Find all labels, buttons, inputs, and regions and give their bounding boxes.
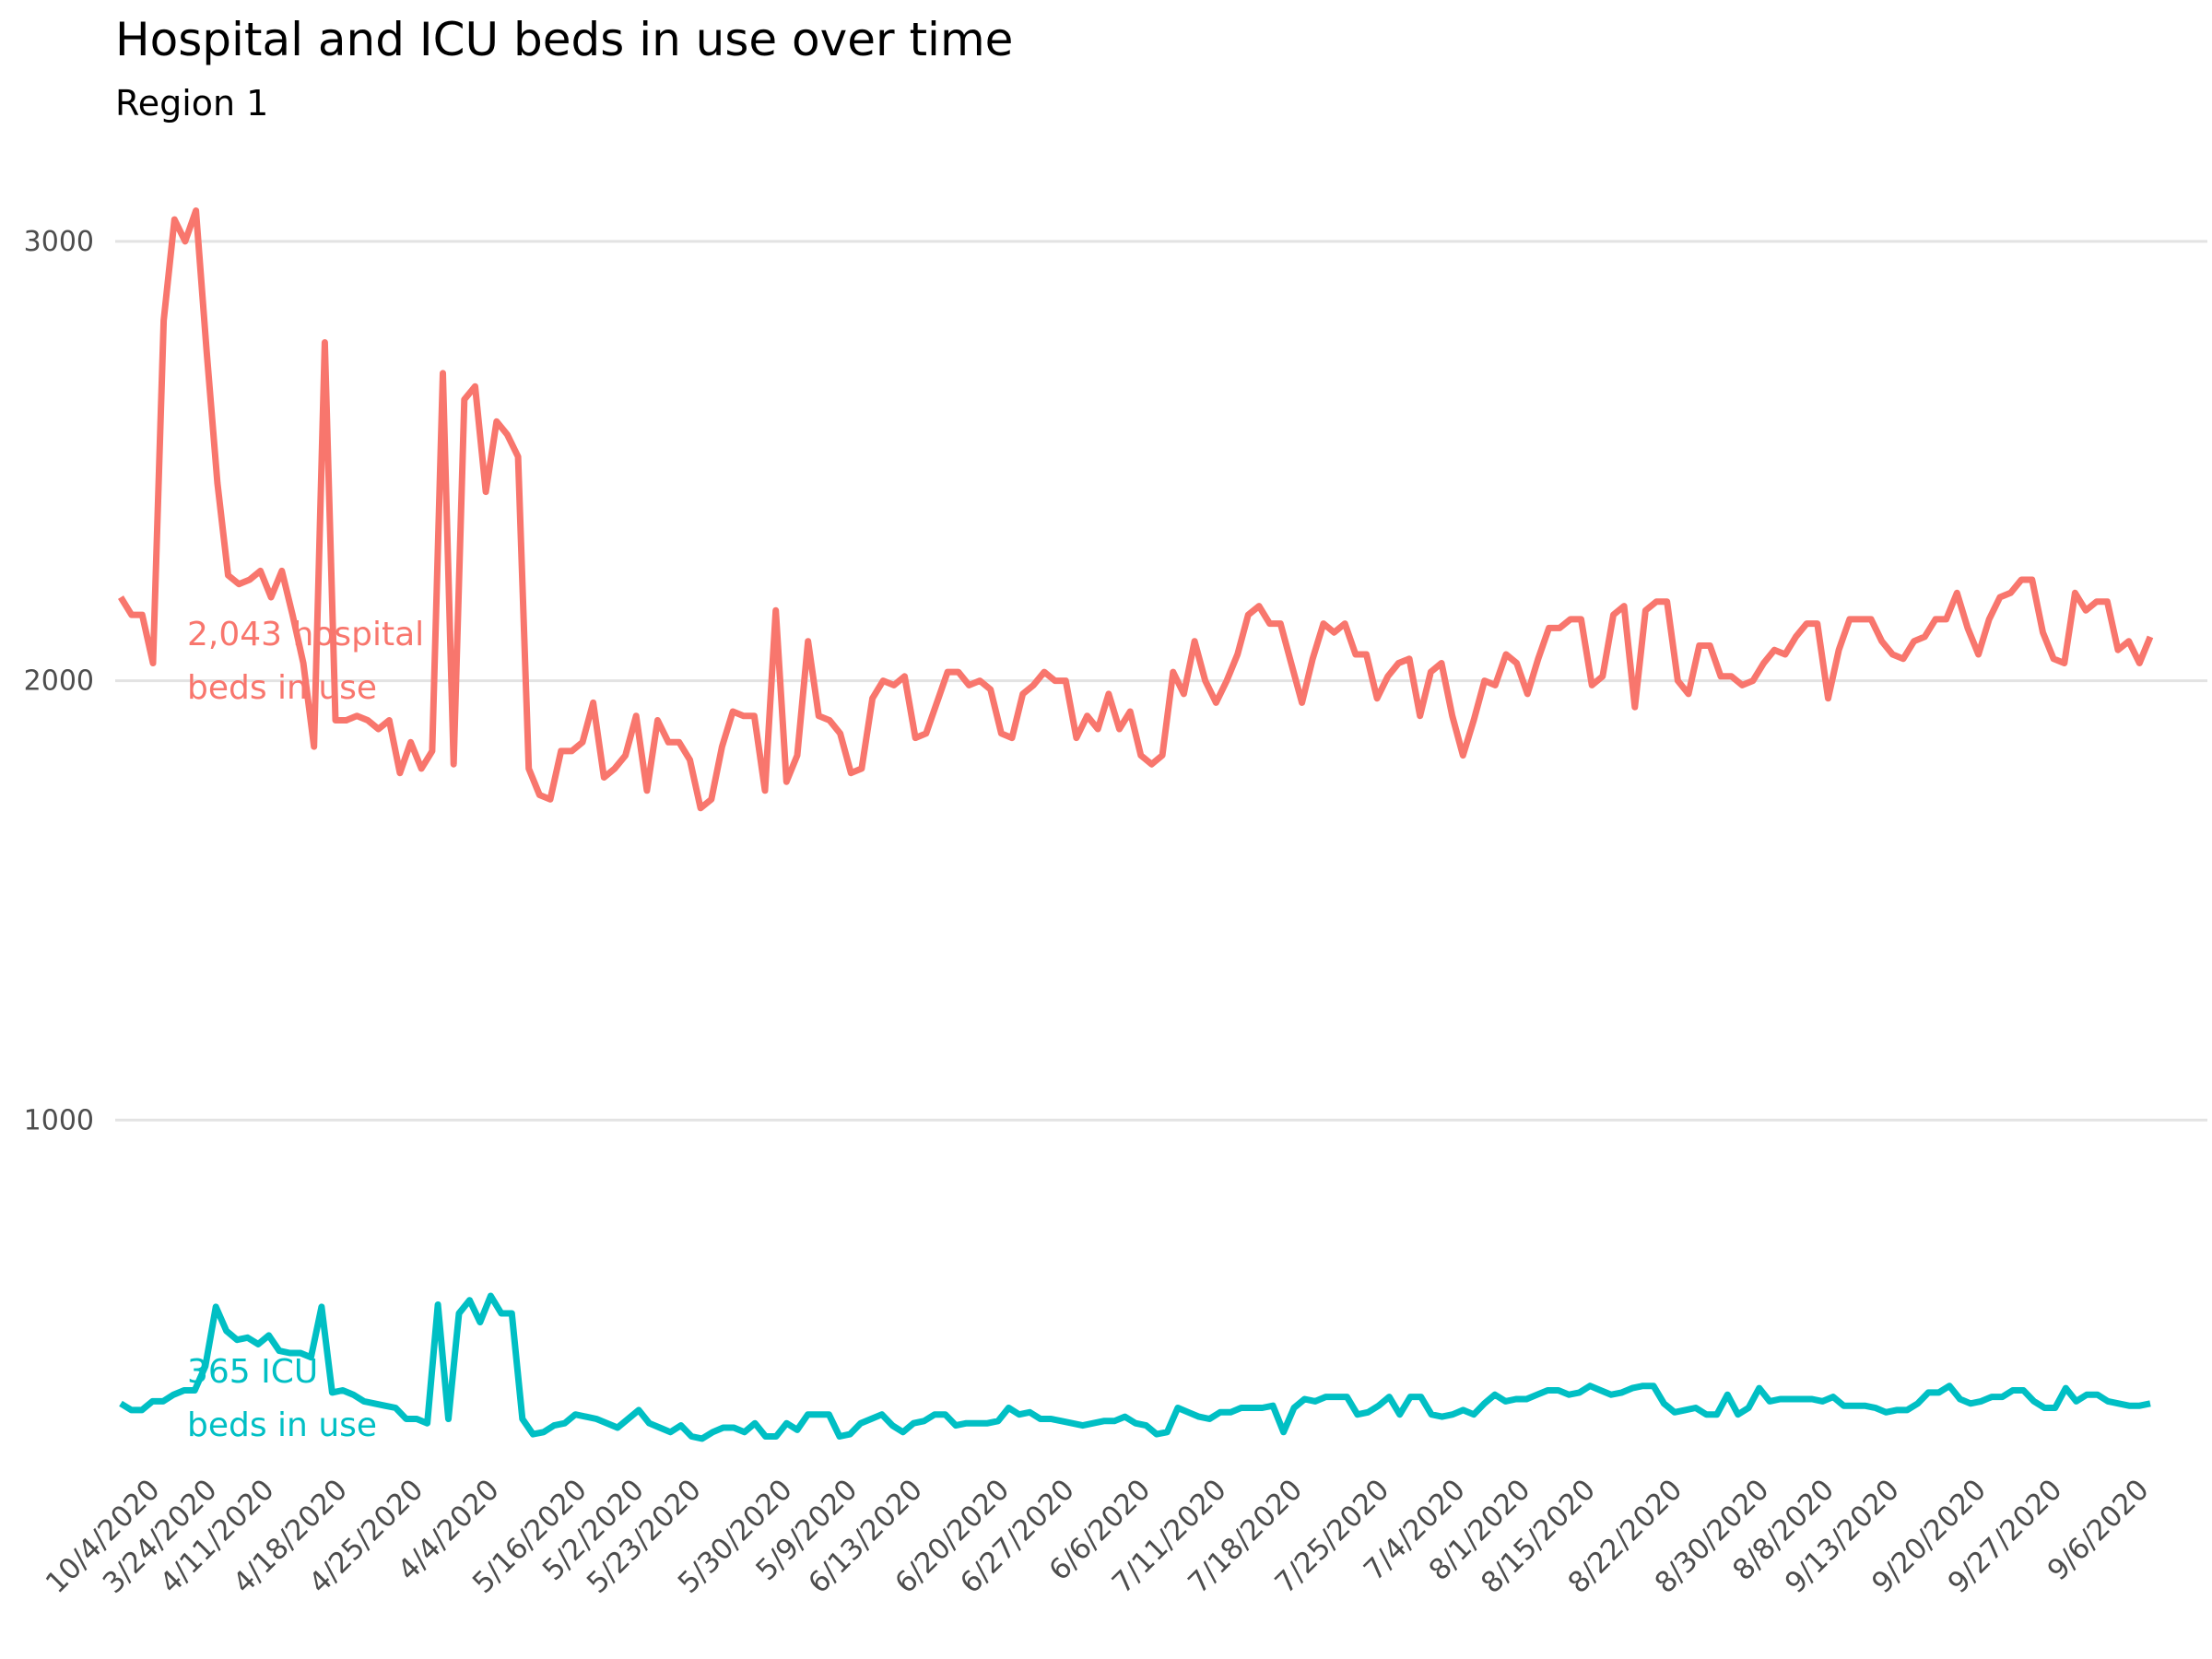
hospital-annotation: 2,043 hospital beds in use <box>187 616 435 707</box>
annotations: 2,043 hospital beds in use 365 ICU beds … <box>187 616 435 1444</box>
icu-annotation-line-1: 365 ICU <box>187 1353 318 1391</box>
hospital-beds-line <box>118 207 2154 812</box>
series-lines <box>118 207 2154 1442</box>
x-axis: 10/4/20203/24/20204/11/20204/18/20204/25… <box>40 1473 2156 1600</box>
hospital-annotation-line-1: 2,043 hospital <box>187 616 424 653</box>
hospital-annotation-line-2: beds in use <box>187 669 377 707</box>
y-axis: 1000 2000 3000 <box>24 226 94 1136</box>
icu-annotation-line-2: beds in use <box>187 1406 377 1444</box>
icu-annotation: 365 ICU beds in use <box>187 1353 377 1444</box>
chart-subtitle: Region 1 <box>115 83 268 124</box>
chart-title: Hospital and ICU beds in use over time <box>115 13 1013 66</box>
y-tick-label: 2000 <box>24 665 94 698</box>
icu-beds-line <box>119 1292 2151 1442</box>
gridlines <box>115 240 2207 1122</box>
y-tick-label: 3000 <box>24 226 94 258</box>
y-tick-label: 1000 <box>24 1104 94 1136</box>
